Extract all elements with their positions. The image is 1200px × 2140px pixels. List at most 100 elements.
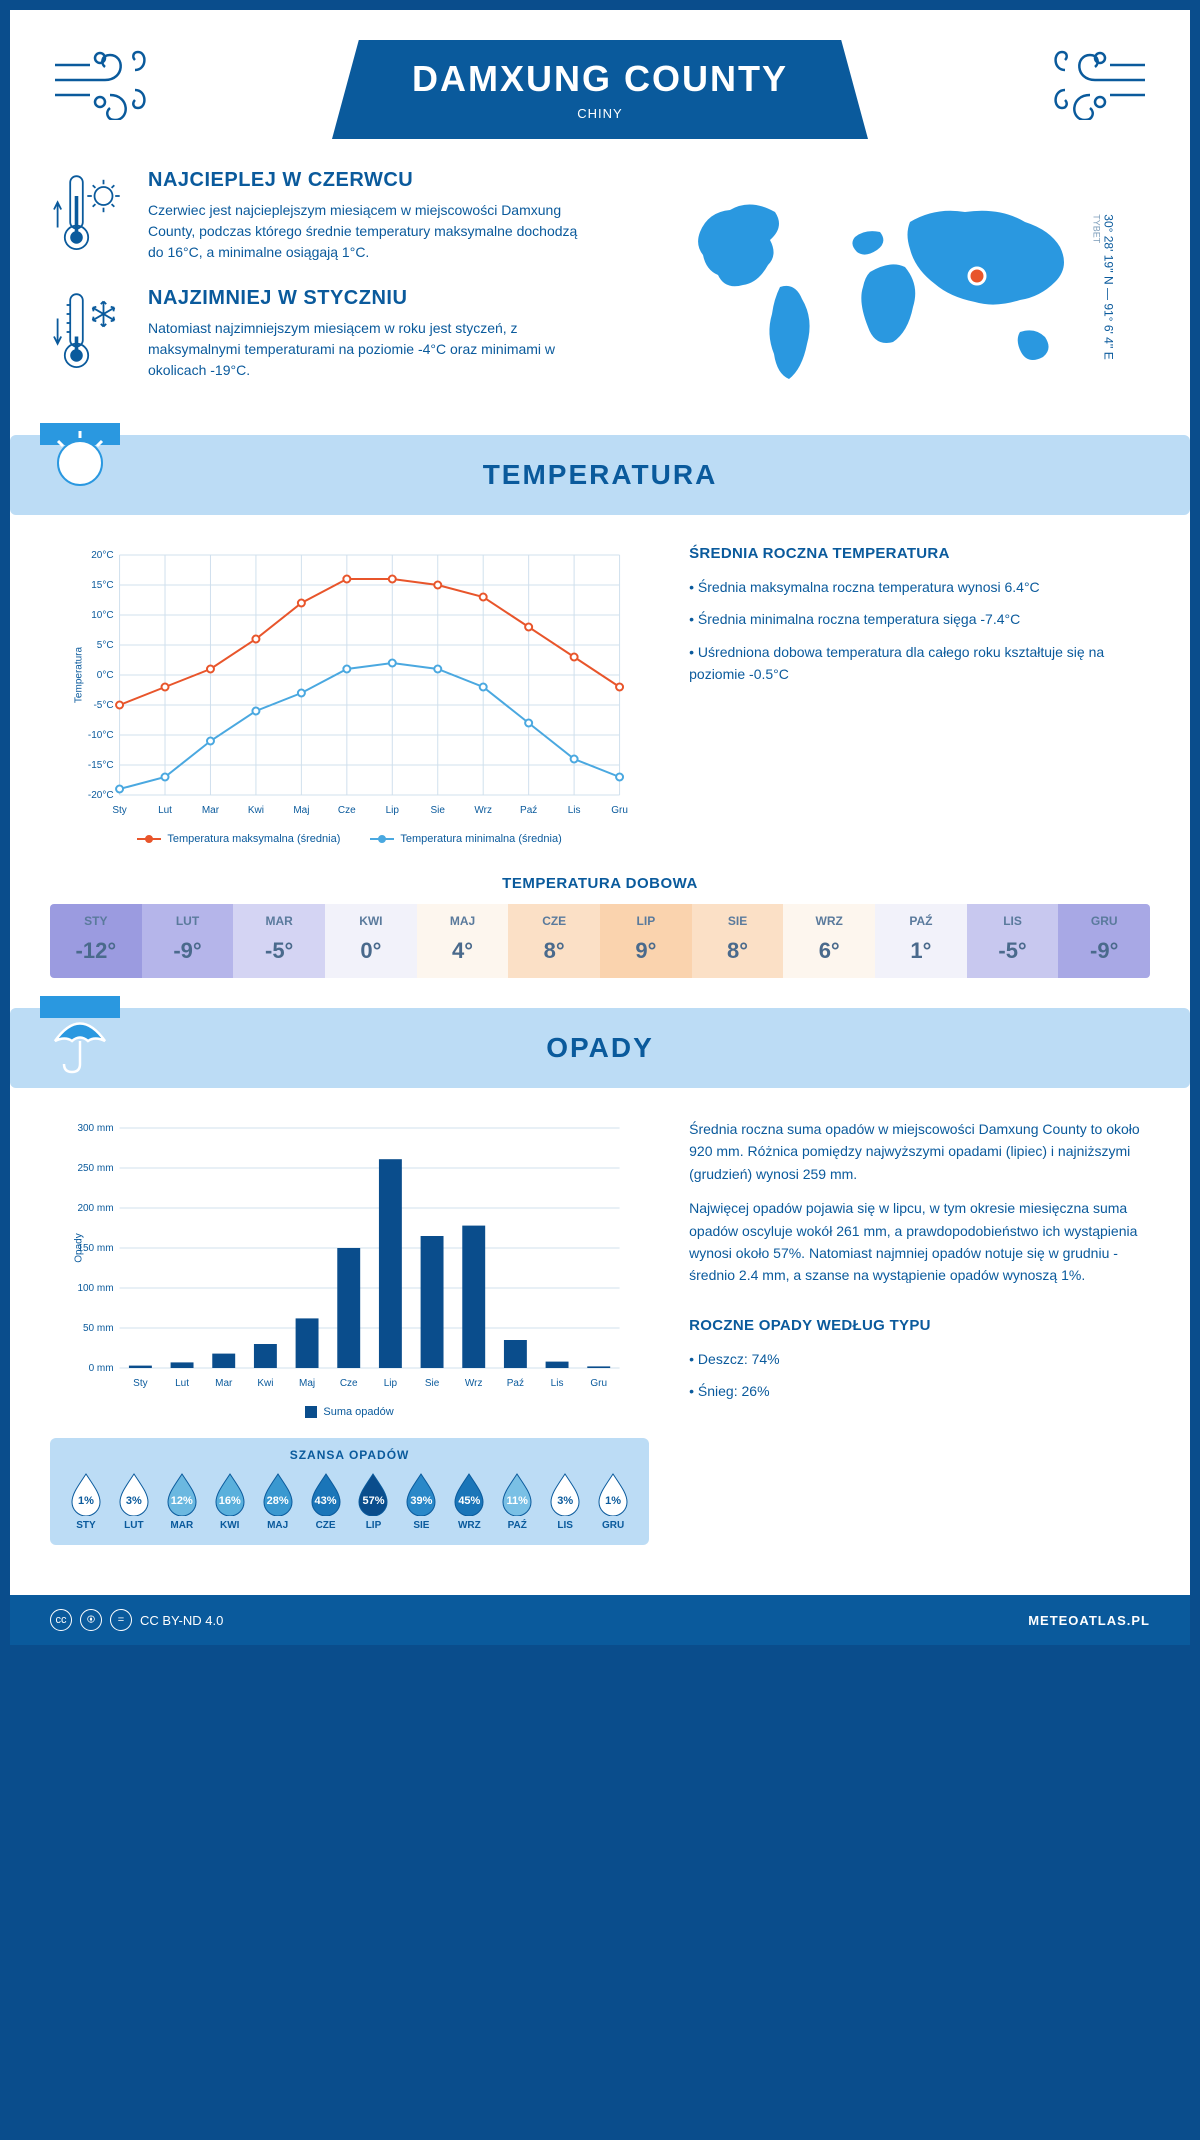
daily-temp-title: TEMPERATURA DOBOWA bbox=[50, 875, 1150, 892]
coldest-text: Natomiast najzimniejszym miesiącem w rok… bbox=[148, 318, 580, 381]
svg-text:Lis: Lis bbox=[568, 805, 581, 816]
header: DAMXUNG COUNTY CHINY bbox=[50, 40, 1150, 139]
rain-chance-drop: 16%KWI bbox=[208, 1472, 252, 1531]
svg-text:-15°C: -15°C bbox=[88, 760, 114, 771]
svg-text:Maj: Maj bbox=[299, 1378, 315, 1389]
svg-text:Wrz: Wrz bbox=[474, 805, 492, 816]
rain-chance-panel: SZANSA OPADÓW 1%STY3%LUT12%MAR16%KWI28%M… bbox=[50, 1438, 649, 1545]
rain-chance-drop: 3%LIS bbox=[543, 1472, 587, 1531]
svg-text:Gru: Gru bbox=[590, 1378, 607, 1389]
svg-text:0°C: 0°C bbox=[97, 670, 114, 681]
daily-temp-cell: STY-12° bbox=[50, 904, 142, 978]
daily-temp-cell: CZE8° bbox=[508, 904, 600, 978]
svg-text:50 mm: 50 mm bbox=[83, 1323, 114, 1334]
umbrella-icon bbox=[40, 996, 120, 1076]
rain-chance-drop: 1%GRU bbox=[591, 1472, 635, 1531]
svg-text:Mar: Mar bbox=[215, 1378, 233, 1389]
precipitation-title: OPADY bbox=[10, 1032, 1190, 1064]
cc-icon: cc bbox=[50, 1609, 72, 1631]
svg-text:0 mm: 0 mm bbox=[89, 1363, 114, 1374]
svg-text:5°C: 5°C bbox=[97, 640, 114, 651]
svg-text:250 mm: 250 mm bbox=[77, 1163, 113, 1174]
world-map: 30° 28' 19'' N — 91° 6' 4'' E TYBET bbox=[620, 169, 1150, 405]
warmest-block: NAJCIEPLEJ W CZERWCU Czerwiec jest najci… bbox=[50, 169, 580, 263]
rain-chance-drop: 3%LUT bbox=[112, 1472, 156, 1531]
rain-chance-drop: 1%STY bbox=[64, 1472, 108, 1531]
coldest-title: NAJZIMNIEJ W STYCZNIU bbox=[148, 287, 580, 310]
svg-text:Opady: Opady bbox=[74, 1233, 85, 1262]
warmest-title: NAJCIEPLEJ W CZERWCU bbox=[148, 169, 580, 192]
temperature-banner: TEMPERATURA bbox=[10, 435, 1190, 515]
svg-text:Sty: Sty bbox=[112, 805, 126, 816]
svg-text:Sie: Sie bbox=[431, 805, 446, 816]
rain-chance-drop: 43%CZE bbox=[304, 1472, 348, 1531]
thermometer-cold-icon bbox=[50, 287, 130, 377]
svg-text:100 mm: 100 mm bbox=[77, 1283, 113, 1294]
daily-temp-cell: LIS-5° bbox=[967, 904, 1059, 978]
svg-text:Gru: Gru bbox=[611, 805, 628, 816]
svg-text:Lut: Lut bbox=[158, 805, 172, 816]
thermometer-hot-icon bbox=[50, 169, 130, 259]
svg-text:300 mm: 300 mm bbox=[77, 1123, 113, 1134]
svg-text:200 mm: 200 mm bbox=[77, 1203, 113, 1214]
precip-legend: Suma opadów bbox=[50, 1406, 649, 1418]
svg-text:Wrz: Wrz bbox=[465, 1378, 483, 1389]
svg-text:Cze: Cze bbox=[340, 1378, 358, 1389]
svg-text:Paź: Paź bbox=[520, 805, 537, 816]
country-subtitle: CHINY bbox=[412, 106, 788, 121]
svg-text:Paź: Paź bbox=[507, 1378, 524, 1389]
license-text: CC BY-ND 4.0 bbox=[140, 1613, 223, 1628]
nd-icon: = bbox=[110, 1609, 132, 1631]
precipitation-banner: OPADY bbox=[10, 1008, 1190, 1088]
daily-temp-cell: SIE8° bbox=[692, 904, 784, 978]
svg-text:Temperatura: Temperatura bbox=[74, 646, 85, 703]
rain-chance-drop: 11%PAŹ bbox=[495, 1472, 539, 1531]
svg-text:Kwi: Kwi bbox=[257, 1378, 273, 1389]
sun-icon bbox=[40, 423, 120, 503]
daily-temp-cell: LUT-9° bbox=[142, 904, 234, 978]
by-icon: 🅯 bbox=[80, 1609, 102, 1631]
footer: cc 🅯 = CC BY-ND 4.0 METEOATLAS.PL bbox=[10, 1595, 1190, 1645]
svg-text:-5°C: -5°C bbox=[93, 700, 113, 711]
svg-text:20°C: 20°C bbox=[91, 550, 113, 561]
precipitation-chart: 0 mm50 mm100 mm150 mm200 mm250 mm300 mmS… bbox=[50, 1118, 649, 1398]
temperature-chart: -20°C -15°C -10°C -5°C 0°C 5°C 10°C 15°C 20°C Sty… bbox=[50, 545, 649, 825]
svg-text:Lut: Lut bbox=[175, 1378, 189, 1389]
daily-temp-cell: PAŹ1° bbox=[875, 904, 967, 978]
coordinates: 30° 28' 19'' N — 91° 6' 4'' E TYBET bbox=[1091, 214, 1115, 359]
daily-temp-cell: MAJ4° bbox=[417, 904, 509, 978]
precip-side-text: Średnia roczna suma opadów w miejscowośc… bbox=[689, 1118, 1150, 1545]
wind-icon-left bbox=[50, 40, 170, 120]
coldest-block: NAJZIMNIEJ W STYCZNIU Natomiast najzimni… bbox=[50, 287, 580, 381]
title-banner: DAMXUNG COUNTY CHINY bbox=[332, 40, 868, 139]
site-name: METEOATLAS.PL bbox=[1028, 1613, 1150, 1628]
info-row: NAJCIEPLEJ W CZERWCU Czerwiec jest najci… bbox=[50, 169, 1150, 405]
rain-chance-drop: 12%MAR bbox=[160, 1472, 204, 1531]
daily-temp-cell: MAR-5° bbox=[233, 904, 325, 978]
svg-text:10°C: 10°C bbox=[91, 610, 113, 621]
rain-chance-drop: 39%SIE bbox=[399, 1472, 443, 1531]
warmest-text: Czerwiec jest najcieplejszym miesiącem w… bbox=[148, 200, 580, 263]
rain-chance-drop: 57%LIP bbox=[352, 1472, 396, 1531]
svg-text:-20°C: -20°C bbox=[88, 790, 114, 801]
page-title: DAMXUNG COUNTY bbox=[412, 58, 788, 100]
svg-text:Sty: Sty bbox=[133, 1378, 147, 1389]
svg-text:Lip: Lip bbox=[384, 1378, 398, 1389]
svg-text:-10°C: -10°C bbox=[88, 730, 114, 741]
temp-legend: Temperatura maksymalna (średnia) Tempera… bbox=[50, 833, 649, 845]
temp-side-text: ŚREDNIA ROCZNA TEMPERATURA • Średnia mak… bbox=[689, 545, 1150, 845]
svg-text:Lip: Lip bbox=[386, 805, 400, 816]
svg-text:Sie: Sie bbox=[425, 1378, 440, 1389]
svg-text:15°C: 15°C bbox=[91, 580, 113, 591]
daily-temp-cell: GRU-9° bbox=[1058, 904, 1150, 978]
daily-temp-cell: KWI0° bbox=[325, 904, 417, 978]
svg-text:Mar: Mar bbox=[202, 805, 220, 816]
location-marker bbox=[969, 268, 985, 284]
daily-temp-table: STY-12°LUT-9°MAR-5°KWI0°MAJ4°CZE8°LIP9°S… bbox=[50, 904, 1150, 978]
temperature-title: TEMPERATURA bbox=[10, 459, 1190, 491]
daily-temp-cell: WRZ6° bbox=[783, 904, 875, 978]
svg-text:Lis: Lis bbox=[551, 1378, 564, 1389]
wind-icon-right bbox=[1030, 40, 1150, 120]
svg-text:Kwi: Kwi bbox=[248, 805, 264, 816]
rain-chance-drop: 45%WRZ bbox=[447, 1472, 491, 1531]
